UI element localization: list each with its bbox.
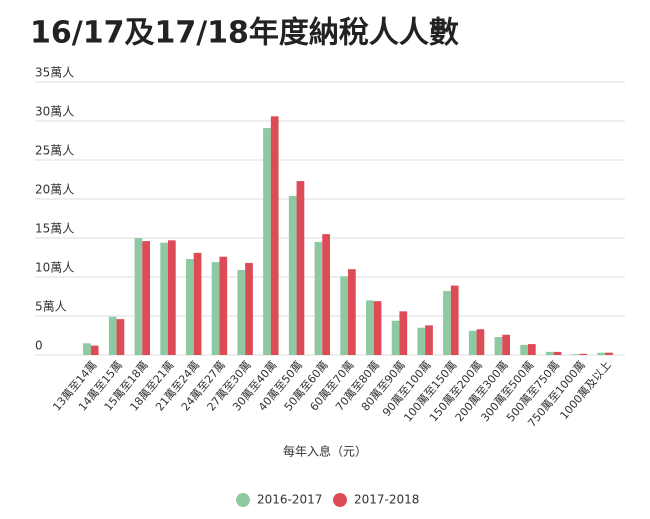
bar [142, 241, 150, 355]
bar [571, 354, 580, 355]
bar [83, 343, 91, 355]
bar [270, 116, 279, 355]
bar [245, 262, 253, 355]
y-tick-label: 25萬人 [35, 144, 74, 158]
legend-label: 2016-2017 [257, 493, 322, 507]
bar [90, 345, 99, 355]
bar [160, 242, 168, 355]
bar [108, 316, 117, 355]
bar [425, 325, 433, 355]
y-tick-label: 5萬人 [35, 300, 67, 314]
bar [520, 344, 528, 355]
bar [314, 241, 323, 355]
bar [476, 329, 485, 355]
y-tick-label: 30萬人 [35, 105, 74, 119]
y-tick-label: 15萬人 [35, 222, 74, 236]
y-tick-label: 35萬人 [35, 66, 74, 80]
bar [116, 319, 125, 355]
bar [494, 337, 503, 355]
bar [340, 276, 348, 355]
legend-swatch [333, 493, 347, 507]
bar [348, 269, 356, 355]
bar [211, 262, 220, 355]
legend-label: 2017-2018 [354, 493, 419, 507]
bar [296, 181, 305, 355]
bar [605, 352, 613, 355]
bar [450, 285, 459, 355]
bar [134, 238, 143, 355]
bar [288, 195, 297, 355]
bar [417, 327, 426, 355]
bar [373, 301, 382, 355]
chart-title: 16/17及17/18年度納稅人人數 [30, 16, 459, 51]
bar [443, 291, 451, 355]
bar [237, 269, 246, 355]
bar [553, 351, 562, 355]
bar [502, 334, 510, 355]
y-tick-label: 0 [35, 339, 43, 353]
bar [597, 352, 606, 355]
bar [579, 353, 588, 355]
bar [322, 234, 330, 355]
y-tick-label: 10萬人 [35, 261, 74, 275]
bar [399, 311, 408, 355]
bar [391, 320, 400, 355]
bar [546, 351, 554, 355]
bar [219, 256, 228, 355]
bar [193, 252, 202, 355]
bar [468, 330, 477, 355]
bar [168, 240, 176, 355]
bar [366, 300, 374, 355]
bar [263, 128, 271, 355]
legend-swatch [236, 493, 250, 507]
bar [528, 344, 536, 355]
bar [186, 259, 194, 355]
x-axis-label: 每年入息（元） [283, 444, 367, 459]
y-tick-label: 20萬人 [35, 183, 74, 197]
